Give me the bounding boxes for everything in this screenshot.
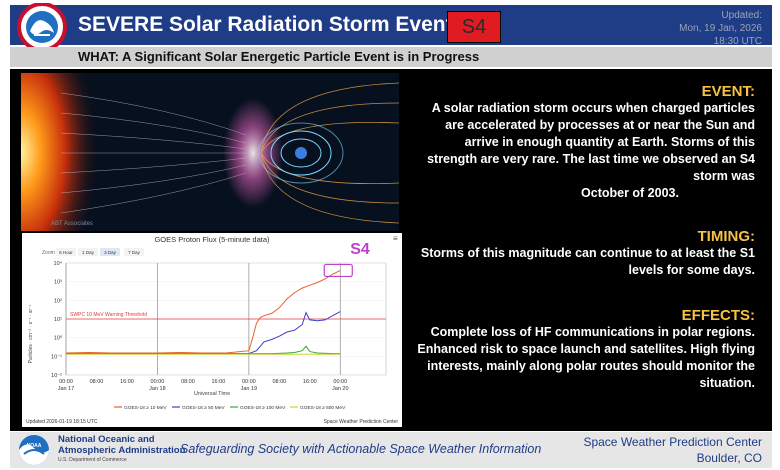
updated-label: Updated: [721,10,762,21]
tagline: Safeguarding Society with Actionable Spa… [180,442,542,456]
event-body-end: October of 2003. [581,186,679,200]
main-panel: ABT Associates GOES Proton Flux (5-minut… [10,69,772,431]
swpc-name: Space Weather Prediction Center Boulder,… [583,434,762,466]
what-bar: WHAT: A Significant Solar Energetic Part… [10,47,772,67]
zoom-button-label[interactable]: 6 Hour [59,250,73,255]
title-banner: SEVERE Solar Radiation Storm Event S4 Up… [10,3,772,51]
y-tick-label: 10⁻² [51,373,62,379]
x-tick-label: 08:00 [272,379,286,385]
s4-scale-badge: S4 [447,11,501,43]
y-tick-label: 10⁰ [54,335,63,342]
zoom-button[interactable] [124,248,144,256]
x-tick-label: 00:00 [242,379,256,385]
s4-highlight-box [323,263,353,278]
x-tick-date: Jan 20 [332,386,349,392]
y-tick-label: 10² [54,298,62,304]
info-column: EVENT: A solar radiation storm occurs wh… [415,73,755,392]
chart-credit: Space Weather Prediction Center [324,419,399,425]
series-line [66,345,341,355]
noaa-name-line2: Atmospheric Administration [58,445,186,456]
legend-entry: GOES-18 ≥ 50 MeV [182,405,225,411]
zoom-button[interactable] [78,248,98,256]
x-axis-label: Universal Time [194,391,230,397]
swpc-line2: Boulder, CO [696,451,762,465]
noaa-logo-icon: NOAA [19,435,49,465]
zoom-button-label[interactable]: 7 Day [128,250,141,255]
zoom-button-label[interactable]: 1 Day [82,250,95,255]
effects-heading: EFFECTS: [681,307,755,324]
x-tick-label: 16:00 [120,379,134,385]
zoom-button[interactable] [100,248,120,256]
swpc-line1: Space Weather Prediction Center [583,435,762,449]
timing-heading: TIMING: [697,228,756,245]
x-tick-label: 08:00 [181,379,195,385]
art-credit: ABT Associates [51,221,93,227]
updated-stamp: Updated: Mon, 19 Jan, 2026 18:30 UTC [622,9,762,48]
x-tick-label: 08:00 [90,379,104,385]
legend-entry: GOES-18 ≥ 100 MeV [240,405,286,411]
magnetosphere-illustration: ABT Associates [21,73,399,231]
y-tick-label: 10¹ [54,317,62,323]
threshold-label: SWPC 10 MeV Warning Threshold [70,312,147,318]
event-body: A solar radiation storm occurs when char… [427,101,755,183]
chart-updated: Updated 2026-01-19 18:15 UTC [26,419,98,425]
x-tick-label: 16:00 [303,379,317,385]
x-tick-label: 16:00 [211,379,225,385]
chart-title: GOES Proton Flux (5-minute data) [154,235,270,244]
zoom-label: Zoom [42,250,55,256]
updated-date: Mon, 19 Jan, 2026 [679,23,762,34]
x-tick-label: 00:00 [151,379,165,385]
event-heading: EVENT: [701,83,755,100]
x-tick-label: 00:00 [59,379,73,385]
x-tick-date: Jan 17 [58,386,75,392]
y-axis-label: Particles · cm⁻² · s⁻¹ · sr⁻¹ [28,304,34,363]
magnetosphere-artwork [21,73,399,231]
x-tick-date: Jan 18 [149,386,166,392]
noaa-dept: U.S. Department of Commerce [58,457,127,463]
updated-time: 18:30 UTC [713,36,762,47]
proton-flux-plot: GOES Proton Flux (5-minute data) ≡ Zoom … [22,233,402,427]
effects-body: Complete loss of HF communications in po… [417,325,755,390]
legend-entry: GOES-18 ≥ 10 MeV [124,405,167,411]
s4-annotation: S4 [350,241,370,258]
noaa-name: National Oceanic and Atmospheric Adminis… [58,434,185,456]
series-line [65,269,341,354]
chart-menu-icon[interactable]: ≡ [393,234,398,243]
legend-entry: GOES-18 ≥ 500 MeV [300,405,346,411]
zoom-button[interactable] [56,248,76,256]
proton-flux-chart: GOES Proton Flux (5-minute data) ≡ Zoom … [22,233,402,427]
y-tick-label: 10³ [54,280,62,286]
x-tick-label: 00:00 [333,379,347,385]
y-tick-label: 10⁻¹ [51,354,62,360]
x-tick-date: Jan 19 [241,386,258,392]
noaa-name-line1: National Oceanic and [58,434,155,445]
svg-text:NOAA: NOAA [27,443,42,449]
page-title: SEVERE Solar Radiation Storm Event [78,13,453,36]
nws-logo-icon [17,3,67,51]
y-tick-label: 10⁴ [54,260,63,267]
timing-body: Storms of this magnitude can continue to… [420,246,755,277]
zoom-button-label[interactable]: 3 Day [104,250,117,255]
what-text: WHAT: A Significant Solar Energetic Part… [78,49,480,64]
footer: NOAA National Oceanic and Atmospheric Ad… [10,432,772,468]
